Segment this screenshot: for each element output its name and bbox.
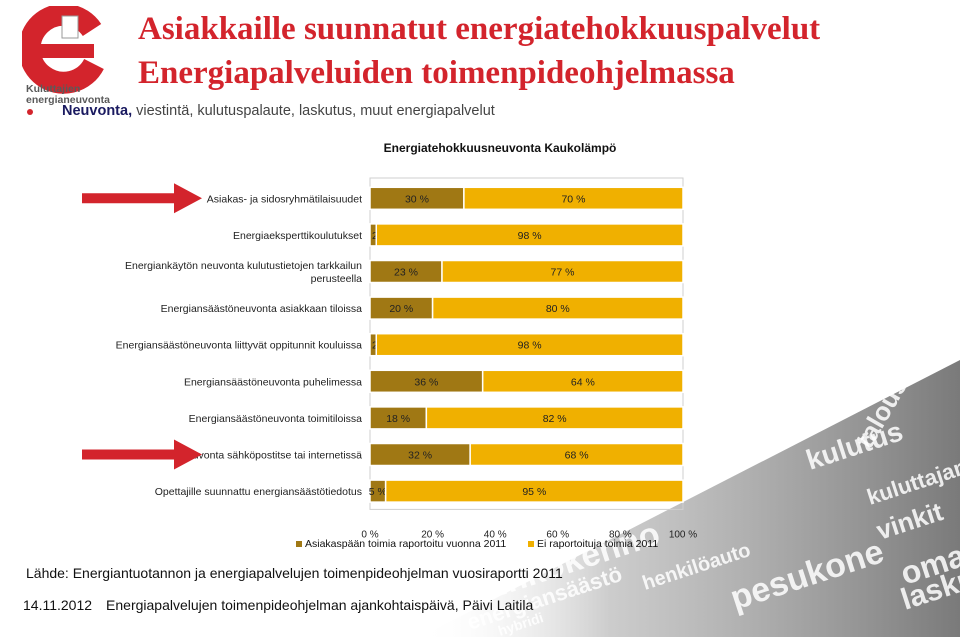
bg-word: oma: [896, 537, 960, 592]
subtitle-rest: viestintä, kulutuspalaute, laskutus, muu…: [132, 103, 495, 119]
data-label: 32 %: [408, 450, 432, 462]
category-label: Opettajille suunnattu energiansäästötied…: [155, 486, 362, 498]
data-label: 95 %: [522, 486, 546, 498]
category-label-line: Energiansäästöneuvonta toimitiloissa: [189, 413, 363, 425]
category-label-line: Energiansäästöneuvonta asiakkaan tiloiss…: [161, 303, 363, 315]
organization-name: Kuluttajien energianeuvonta: [26, 84, 110, 106]
category-label: Energiansäästöneuvonta toimitiloissa: [189, 413, 363, 425]
bar-segment: [375, 223, 684, 247]
data-label: 18 %: [386, 413, 410, 425]
data-label: 82 %: [543, 413, 567, 425]
bar-segment: [469, 442, 684, 467]
legend-label-series1: Asiakaspään toimia raportoitu vuonna 201…: [305, 538, 507, 550]
bullet-icon: [27, 109, 33, 115]
category-label: Energiansäästöneuvonta puhelimessa: [184, 376, 362, 388]
legend-label-series2: Ei raportoituja toimia 2011: [537, 538, 659, 550]
data-label: 80 %: [546, 303, 570, 315]
data-label: 70 %: [561, 193, 585, 205]
x-tick-label: 100 %: [669, 529, 697, 540]
category-label: Energiankäytön neuvonta kulutustietojen …: [125, 260, 362, 285]
source-text: Lähde: Energiantuotannon ja energiapalve…: [26, 565, 563, 581]
category-label: Energiansäästöneuvonta liittyvät oppitun…: [116, 340, 362, 352]
category-label: Neuvonta sähköpostitse tai internetissä: [179, 450, 362, 462]
page-title-line1: Asiakkaille suunnatut energiatehokkuuspa…: [138, 11, 821, 47]
bar-segment: [441, 259, 684, 284]
category-label-line: Neuvonta sähköpostitse tai internetissä: [179, 450, 362, 462]
bar-segment: [431, 296, 684, 320]
page-title-line2: Energiapalveluiden toimenpideohjelmassa: [138, 55, 735, 91]
footer-date: 14.11.2012: [23, 597, 93, 613]
category-label-line: Energiankäytön neuvonta kulutustietojen …: [125, 260, 362, 272]
bg-word: pesukone: [726, 532, 889, 617]
category-label-line: perusteella: [311, 273, 363, 285]
category-label-line: Asiakas- ja sidosryhmätilaisuudet: [207, 193, 362, 205]
x-tick-label: 0 %: [361, 529, 378, 540]
x-tick-label: 20 %: [421, 529, 444, 540]
data-label: 23 %: [394, 267, 418, 279]
x-tick-label: 80 %: [609, 529, 632, 540]
bar-segment: [481, 369, 684, 394]
chart-title: Energiatehokkuusneuvonta Kaukolämpö: [383, 141, 617, 155]
x-tick-label: 40 %: [484, 529, 507, 540]
data-label: 20 %: [389, 303, 413, 315]
category-label: Energiaeksperttikoulutukset: [233, 230, 362, 242]
stacked-bar-chart: Asiakas- ja sidosryhmätilaisuudet 30 % 70 …: [82, 177, 697, 540]
category-label-line: Energiansäästöneuvonta liittyvät oppitun…: [116, 340, 362, 352]
subtitle-bold: Neuvonta,: [62, 103, 133, 119]
footer: 14.11.2012 Energiapalvelujen toimenpideoh…: [23, 597, 533, 613]
legend-item-series2: Ei raportoituja toimia 2011: [528, 538, 658, 550]
category-label: Energiansäästöneuvonta asiakkaan tiloiss…: [161, 303, 363, 315]
bar-segment: [463, 186, 684, 211]
bar-segment: [425, 406, 684, 430]
bg-word: laskut: [897, 558, 960, 616]
legend-item-series1: Asiakaspään toimia raportoitu vuonna 201…: [296, 538, 506, 550]
bar-segment: [375, 332, 684, 357]
x-tick-label: 60 %: [546, 529, 569, 540]
data-label: 30 %: [405, 193, 429, 205]
legend-swatch-series2: [528, 541, 534, 548]
category-label-line: Energiaeksperttikoulutukset: [233, 230, 362, 242]
data-label: 5 %: [369, 486, 387, 498]
category-label-line: Opettajille suunnattu energiansäästötied…: [155, 486, 362, 498]
legend-swatch-series1: [296, 541, 302, 548]
category-label-line: Energiansäästöneuvonta puhelimessa: [184, 376, 362, 388]
footer-event: Energiapalvelujen toimenpideohjelman aja…: [106, 597, 534, 613]
data-label: 68 %: [565, 450, 589, 462]
data-label: 36 %: [414, 376, 438, 388]
data-label: 98 %: [518, 230, 542, 242]
data-label: 98 %: [518, 340, 542, 352]
highlight-arrow-icon: [82, 183, 202, 214]
data-label: 77 %: [551, 267, 575, 279]
organization-logo: [22, 6, 104, 94]
category-label: Asiakas- ja sidosryhmätilaisuudet: [207, 193, 362, 205]
data-label: 64 %: [571, 376, 595, 388]
organization-name-line1: Kuluttajien: [26, 83, 81, 95]
bar-segment: [384, 479, 684, 503]
bg-word: hybridi: [496, 609, 545, 637]
highlight-arrow-icon: [82, 439, 202, 470]
organization-name-line2: energianeuvonta: [26, 94, 111, 106]
subtitle: Neuvonta, viestintä, kulutuspalaute, las…: [62, 103, 495, 119]
